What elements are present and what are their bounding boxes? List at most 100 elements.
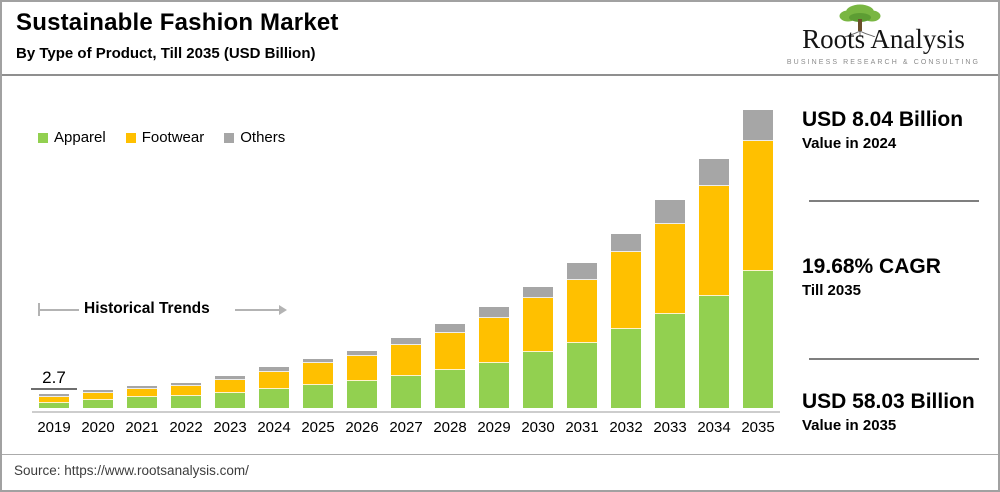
brand-logo: Roots Analysis BUSINESS RESEARCH & CONSU…: [781, 3, 986, 74]
bar-segment-apparel: [347, 381, 377, 408]
bar-segment-others: [435, 323, 465, 333]
bar-segment-others: [39, 394, 69, 397]
footer-divider: [2, 454, 998, 455]
bar-segment-apparel: [259, 389, 289, 408]
x-axis-label: 2022: [169, 419, 203, 436]
x-axis-label: 2019: [37, 419, 71, 436]
header: Sustainable Fashion Market By Type of Pr…: [2, 2, 998, 76]
stacked-bar: [391, 337, 421, 408]
stacked-bar: [743, 110, 773, 408]
bar-2021: [120, 96, 164, 408]
chart-legend: Apparel Footwear Others: [38, 129, 285, 146]
bar-segment-others: [523, 286, 553, 299]
bar-segment-apparel: [567, 343, 597, 408]
bar-segment-others: [479, 306, 509, 318]
bar-2020: [76, 96, 120, 408]
x-axis-label: 2027: [389, 419, 423, 436]
x-axis-label: 2034: [697, 419, 731, 436]
bar-segment-others: [743, 110, 773, 142]
bar-segment-footwear: [171, 385, 201, 396]
legend-label: Footwear: [141, 129, 205, 146]
stacked-bar: [127, 386, 157, 408]
stacked-bar: [655, 200, 685, 408]
bar-2027: [384, 96, 428, 408]
brand-tagline: BUSINESS RESEARCH & CONSULTING: [786, 59, 981, 66]
bar-segment-apparel: [435, 370, 465, 408]
bar-2022: [164, 96, 208, 408]
bar-segment-footwear: [347, 356, 377, 382]
source-text: Source: https://www.rootsanalysis.com/: [14, 463, 249, 478]
legend-label: Others: [240, 129, 286, 146]
bar-2033: [648, 96, 692, 408]
bar-segment-others: [655, 200, 685, 225]
bar-segment-footwear: [259, 372, 289, 389]
bar-segment-footwear: [655, 224, 685, 314]
bar-segment-apparel: [171, 395, 201, 408]
bar-segment-apparel: [127, 397, 157, 408]
stacked-bar: [215, 376, 245, 408]
bar-segment-others: [127, 386, 157, 390]
right-arrow-icon: [279, 305, 287, 315]
bar-segment-footwear: [39, 396, 69, 404]
stacked-bar: [259, 366, 289, 408]
stacked-bar: [303, 358, 333, 408]
x-axis-label: 2032: [609, 419, 643, 436]
bar-2023: [208, 96, 252, 408]
stacked-bar: [567, 262, 597, 408]
x-axis-label: 2025: [301, 419, 335, 436]
bar-segment-others: [259, 366, 289, 373]
page-title: Sustainable Fashion Market: [16, 9, 339, 36]
bar-segment-footwear: [215, 380, 245, 393]
bar-2034: [692, 96, 736, 408]
x-axis-label: 2031: [565, 419, 599, 436]
bar-2035: [736, 96, 780, 408]
key-stats-panel: USD 8.04 Billion Value in 2024 19.68% CA…: [800, 76, 992, 454]
bar-segment-apparel: [523, 352, 553, 408]
stats-divider: [809, 358, 979, 360]
footwear-swatch-icon: [125, 132, 136, 143]
bar-segment-apparel: [39, 403, 69, 408]
bar-segment-apparel: [83, 399, 113, 408]
bar-segment-footwear: [83, 392, 113, 400]
x-axis-label: 2023: [213, 419, 247, 436]
legend-item-apparel: Apparel: [38, 129, 106, 146]
bar-segment-others: [567, 262, 597, 280]
brand-name: Roots Analysis: [802, 24, 965, 54]
stat-block-2024-value: USD 8.04 Billion Value in 2024: [802, 108, 963, 152]
bar-segment-apparel: [391, 376, 421, 408]
bar-segment-footwear: [391, 345, 421, 377]
data-label-2019: 2.7: [31, 369, 77, 391]
bar-segment-others: [215, 376, 245, 381]
stat-caption: Value in 2024: [802, 135, 897, 152]
stacked-bar: [435, 323, 465, 408]
tree-icon: [839, 4, 881, 37]
bar-2029: [472, 96, 516, 408]
x-axis-label: 2030: [521, 419, 555, 436]
x-axis-label: 2021: [125, 419, 159, 436]
legend-item-others: Others: [224, 129, 285, 146]
stacked-bar: [39, 394, 69, 408]
annotation-line-left: [39, 309, 79, 311]
stat-block-cagr: 19.68% CAGR Till 2035: [802, 255, 941, 299]
x-axis-label: 2024: [257, 419, 291, 436]
legend-label: Apparel: [54, 129, 106, 146]
bar-segment-apparel: [699, 295, 729, 408]
bar-2019: 2.7: [31, 96, 77, 408]
bar-segment-others: [303, 358, 333, 364]
bar-segment-footwear: [567, 279, 597, 344]
x-axis-label: 2035: [741, 419, 775, 436]
stat-caption: Value in 2035: [802, 417, 897, 434]
apparel-swatch-icon: [38, 132, 48, 143]
bar-segment-apparel: [303, 385, 333, 408]
x-axis-label: 2029: [477, 419, 511, 436]
stacked-bar: [479, 306, 509, 408]
bar-2030: [516, 96, 560, 408]
bar-2025: [296, 96, 340, 408]
bar-segment-footwear: [611, 252, 641, 329]
stacked-bar: [83, 390, 113, 408]
bar-segment-footwear: [435, 333, 465, 370]
x-axis-labels: 2019 2020 2021 2022 2023 2024 2025 2026 2027 2028…: [32, 419, 780, 436]
bar-segment-others: [171, 382, 201, 386]
stat-value: 19.68% CAGR: [802, 255, 941, 278]
